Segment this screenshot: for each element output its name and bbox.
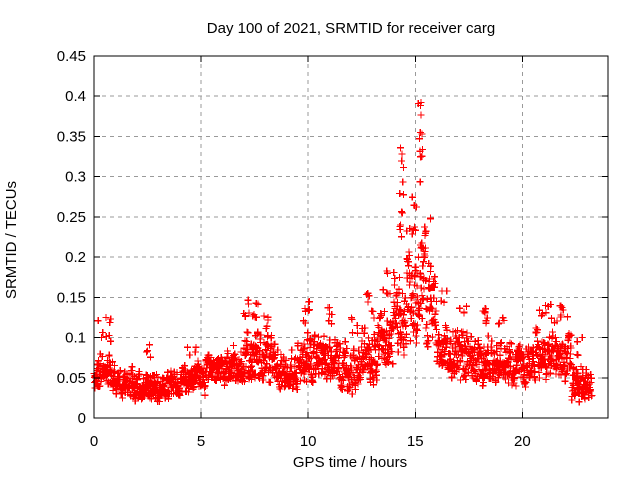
x-tick-label: 10 xyxy=(300,433,317,450)
y-tick-label: 0.05 xyxy=(57,370,86,387)
y-tick-label: 0.15 xyxy=(57,289,86,306)
x-axis-label: GPS time / hours xyxy=(293,454,407,471)
y-tick-label: 0.45 xyxy=(57,48,86,65)
y-tick-label: 0.25 xyxy=(57,209,86,226)
y-tick-label: 0.35 xyxy=(57,128,86,145)
x-tick-label: 15 xyxy=(407,433,424,450)
text-labels: Day 100 of 2021, SRMTID for receiver car… xyxy=(3,20,495,471)
y-tick-label: 0.2 xyxy=(65,249,86,266)
y-tick-label: 0 xyxy=(78,410,86,427)
chart-title: Day 100 of 2021, SRMTID for receiver car… xyxy=(207,20,495,37)
y-axis-label: SRMTID / TECUs xyxy=(3,181,20,299)
x-tick-label: 5 xyxy=(197,433,205,450)
y-tick-label: 0.1 xyxy=(65,330,86,347)
y-tick-label: 0.4 xyxy=(65,88,86,105)
x-tick-label: 0 xyxy=(90,433,98,450)
data-points xyxy=(90,98,596,406)
y-tick-label: 0.3 xyxy=(65,169,86,186)
plot-border xyxy=(93,55,609,419)
x-tick-label: 20 xyxy=(514,433,531,450)
axis-ticks: 0 5 10 15 20 0 0.05 0.1 0.15 0.2 0.25 0.3 0.35 0.4 0.4… xyxy=(57,48,608,450)
